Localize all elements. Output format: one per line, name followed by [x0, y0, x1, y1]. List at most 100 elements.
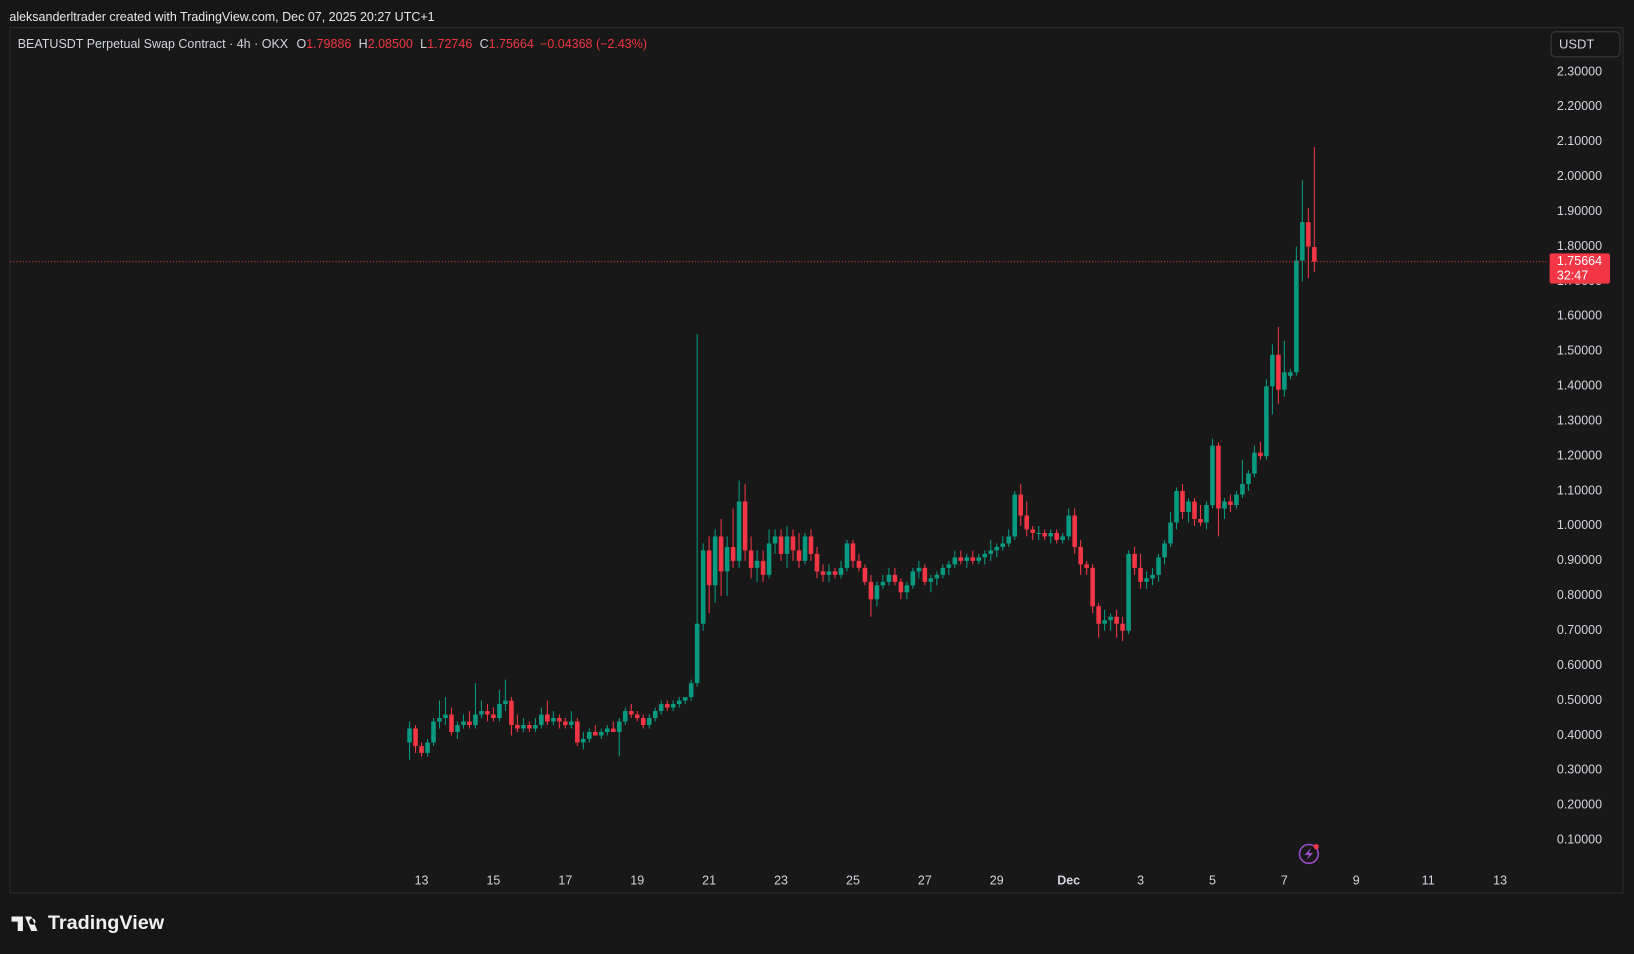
candle-body	[533, 725, 538, 729]
candle-body	[850, 543, 856, 561]
candle-body	[694, 623, 700, 684]
candle-body	[479, 711, 484, 715]
candle-body	[970, 557, 976, 561]
candle-body	[485, 711, 490, 715]
candle-body	[467, 721, 472, 726]
candle-body	[820, 571, 826, 575]
candle-body	[634, 714, 640, 719]
candle-body	[790, 536, 796, 551]
candle-body	[1096, 606, 1101, 624]
candle-body	[455, 725, 460, 732]
candle-body	[1078, 546, 1083, 565]
candle-body	[437, 718, 442, 722]
candle-body	[431, 721, 436, 743]
candle-body	[916, 567, 922, 572]
candle-body	[688, 683, 694, 698]
candle-body	[976, 557, 982, 561]
icon-bolt[interactable]	[1304, 847, 1314, 861]
candle-body	[1138, 567, 1143, 582]
candle-body	[730, 546, 736, 561]
x-tick-label: 5	[1209, 873, 1216, 887]
candle-body	[718, 536, 724, 572]
ohlc-key: O	[296, 37, 306, 51]
candle-body	[1192, 501, 1197, 519]
candle-body	[874, 585, 880, 600]
candle-body	[628, 711, 634, 715]
candle-body	[682, 697, 688, 701]
candle-body	[934, 574, 940, 579]
x-tick-label: Dec	[1057, 873, 1080, 887]
y-tick-label: 2.20000	[1557, 99, 1602, 113]
candle-body	[1024, 515, 1030, 530]
candle-body	[1126, 553, 1131, 631]
candle-body	[1180, 491, 1185, 512]
x-tick-label: 13	[1493, 873, 1507, 887]
candle-body	[784, 536, 790, 554]
candle-body	[449, 714, 454, 732]
candle-body	[652, 711, 658, 719]
x-tick-label: 19	[630, 873, 644, 887]
y-tick-label: 2.10000	[1557, 134, 1602, 148]
chart-frame	[9, 27, 1624, 894]
candle-body	[497, 704, 502, 719]
candle-body	[670, 704, 676, 708]
candle-body	[910, 571, 916, 586]
candle-body	[892, 574, 898, 582]
candle-body	[838, 567, 844, 575]
candle-body	[521, 725, 526, 729]
candle-body	[706, 550, 712, 586]
candle-body	[1090, 567, 1095, 607]
x-tick-label: 17	[558, 873, 572, 887]
x-tick-label: 29	[990, 873, 1004, 887]
lightning-icon[interactable]	[1298, 843, 1320, 865]
candle-body	[748, 550, 754, 568]
candle-body	[1300, 222, 1305, 261]
candle-body	[856, 560, 862, 568]
candle-body	[640, 718, 646, 726]
icon-ring[interactable]	[1298, 843, 1320, 865]
candle-body	[880, 581, 886, 586]
candle-body	[413, 728, 418, 746]
attribution: aleksanderltrader created with TradingVi…	[9, 10, 434, 24]
candle-body	[598, 731, 604, 736]
brand-name: TradingView	[48, 912, 165, 934]
candle-body	[658, 704, 664, 712]
candle-body	[868, 581, 874, 600]
candle-body	[1222, 501, 1227, 509]
candle-body	[1120, 623, 1125, 631]
candle-body	[928, 578, 934, 582]
candle-body	[1210, 445, 1215, 506]
candle-body	[826, 571, 832, 575]
icon-dot[interactable]	[1313, 844, 1319, 850]
x-tick-label: 21	[702, 873, 716, 887]
y-tick-label: 0.50000	[1557, 693, 1602, 707]
candle-body	[766, 543, 772, 575]
candle-body	[1132, 553, 1137, 568]
x-tick-label: 23	[774, 873, 788, 887]
ohlc-key: L	[420, 37, 427, 51]
y-tick-label: 0.60000	[1557, 658, 1602, 672]
ohlc-value: 2.08500	[368, 37, 413, 51]
candle-body	[551, 718, 556, 722]
candle-body	[622, 711, 628, 722]
candle-body	[952, 557, 958, 565]
currency-box[interactable]	[1550, 31, 1621, 58]
candle-body	[1276, 354, 1281, 390]
currency-label[interactable]: USDT	[1559, 36, 1594, 51]
last-price-label: 1.75664	[1557, 254, 1602, 268]
candle-body	[922, 567, 928, 582]
candle-body	[1168, 522, 1173, 544]
candle-body	[1042, 532, 1047, 537]
candle-body	[700, 550, 706, 624]
candle-body	[946, 564, 952, 568]
candle-body	[1312, 247, 1317, 262]
candle-body	[988, 550, 994, 554]
candle-body	[443, 714, 448, 719]
candle-body	[832, 571, 838, 575]
y-tick-label: 0.80000	[1557, 588, 1602, 602]
currency-button[interactable]: USDT	[1550, 31, 1621, 58]
candle-body	[407, 728, 412, 743]
y-tick-label: 2.00000	[1557, 169, 1602, 183]
candle-body	[1012, 494, 1018, 537]
